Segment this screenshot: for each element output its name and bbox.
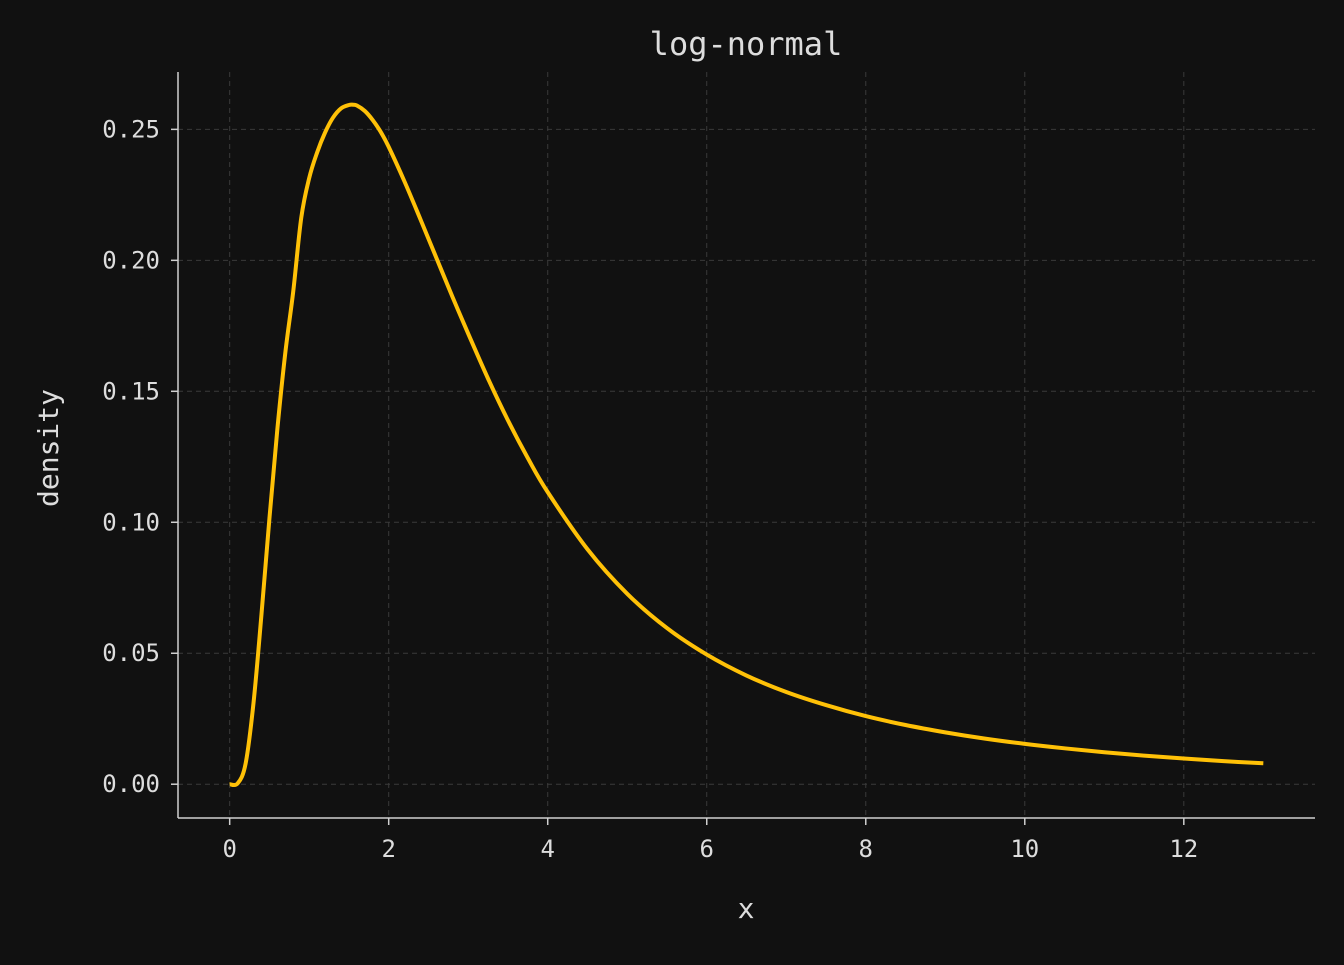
- series: [229, 102, 1264, 788]
- x-axis-label: x: [738, 892, 755, 925]
- y-axis-label: density: [32, 389, 65, 507]
- grid: [178, 72, 1315, 818]
- x-tick-label: 10: [1010, 835, 1039, 863]
- ticks: 0 2 4 6 8 10 12 0.00 0.05 0.10 0.15 0.20 0.25: [102, 115, 1198, 863]
- x-tick-label: 2: [381, 835, 395, 863]
- y-tick-label: 0.25: [102, 115, 160, 143]
- y-tick-label: 0.20: [102, 246, 160, 274]
- x-tick-label: 6: [700, 835, 714, 863]
- y-tick-label: 0.00: [102, 770, 160, 798]
- y-tick-label: 0.10: [102, 508, 160, 536]
- x-tick-label: 0: [222, 835, 236, 863]
- series-line: [229, 102, 1264, 788]
- x-tick-label: 8: [859, 835, 873, 863]
- x-tick-label: 12: [1169, 835, 1198, 863]
- x-tick-label: 4: [540, 835, 554, 863]
- chart-title: log-normal: [650, 25, 843, 63]
- y-tick-label: 0.05: [102, 639, 160, 667]
- y-tick-label: 0.15: [102, 377, 160, 405]
- axes-spines: [177, 72, 1315, 819]
